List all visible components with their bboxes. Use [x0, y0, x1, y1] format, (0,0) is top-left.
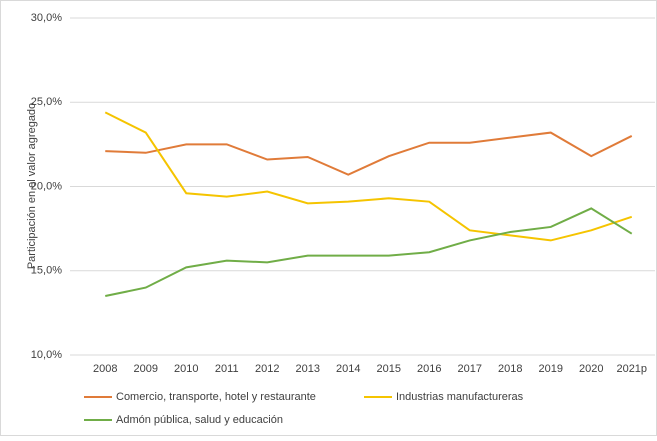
line — [104, 111, 633, 242]
legend-label: Comercio, transporte, hotel y restaurant… — [116, 391, 316, 403]
legend-label: Admón pública, salud y educación — [116, 414, 283, 426]
x-tick-label: 2020 — [579, 363, 603, 375]
x-tick-label: 2018 — [498, 363, 522, 375]
x-tick-label: 2012 — [255, 363, 279, 375]
y-axis-label: Participación en el valor agregado — [26, 103, 38, 269]
x-tick-label: 2016 — [417, 363, 441, 375]
x-tick-label: 2013 — [296, 363, 320, 375]
y-tick-label: 20,0% — [31, 180, 62, 192]
x-tick-label: 2017 — [458, 363, 482, 375]
y-tick-label: 15,0% — [31, 265, 62, 277]
y-tick-label: 30,0% — [31, 12, 62, 24]
line — [105, 207, 633, 298]
x-tick-label: 2019 — [539, 363, 563, 375]
x-tick-label: 2021p — [616, 363, 647, 375]
x-tick-label: 2009 — [134, 363, 158, 375]
x-tick-label: 2011 — [215, 363, 239, 375]
x-tick-label: 2008 — [93, 363, 117, 375]
x-tick-label: 2010 — [174, 363, 198, 375]
y-tick-label: 10,0% — [31, 349, 62, 361]
x-tick-label: 2014 — [336, 363, 360, 375]
legend-label: Industrias manufactureras — [396, 391, 524, 403]
x-tick-label: 2015 — [377, 363, 401, 375]
line — [105, 131, 633, 176]
y-tick-label: 25,0% — [31, 96, 62, 108]
